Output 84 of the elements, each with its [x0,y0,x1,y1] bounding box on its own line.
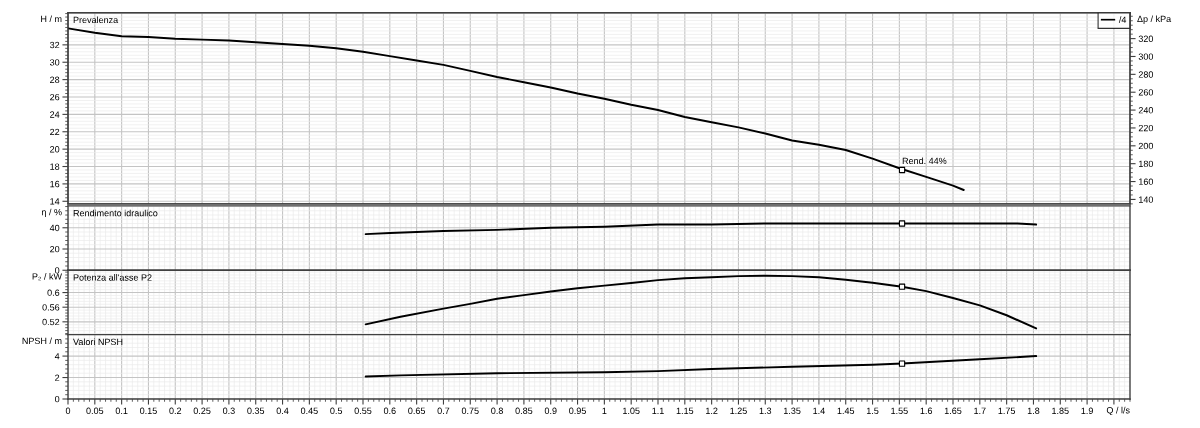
y2-tick-label: 280 [1138,71,1154,78]
y-axis-title: P₂ / kW [32,273,62,281]
x-tick-label: 0.35 [247,407,265,414]
y-tick-label: 32 [49,41,60,49]
y-tick-label: 30 [49,59,60,66]
y-tick-label: 24 [50,111,60,118]
x-tick-label: 0.7 [437,407,450,414]
y2-tick-label: 160 [1139,178,1154,185]
x-tick-label: 0.85 [515,407,533,414]
y-tick-label: 20 [50,245,60,253]
x-tick-label: 0.95 [569,407,586,414]
x-axis-title: Q / l/s [1106,406,1130,416]
y-tick-label: 2 [55,374,60,381]
x-tick-label: 1.5 [866,407,879,414]
chart-title: Rendimento idraulico [73,209,158,217]
x-tick-label: 1 [602,407,607,414]
x-tick-label: 0.3 [222,407,235,414]
x-tick-label: 1.7 [974,407,986,414]
x-tick-label: 1.35 [783,407,801,414]
x-tick-label: 0 [65,407,71,414]
y-tick-label: 28 [50,76,60,83]
x-tick-label: 0.6 [383,407,396,414]
y-tick-label: 26 [50,93,60,101]
x-tick-label: 1.6 [920,407,933,414]
x-tick-label: 1.3 [759,407,772,414]
x-tick-label: 0.5 [330,407,343,414]
y2-tick-label: 300 [1138,53,1154,60]
x-tick-label: 0.65 [408,407,426,414]
y2-tick-label: 260 [1138,89,1154,96]
annotation: Rend. 44% [902,157,947,165]
chart-title: Valori NPSH [73,338,123,346]
x-tick-label: 0.75 [461,407,479,414]
chart-title: Potenza all'asse P2 [73,274,152,281]
x-tick-label: 0.15 [140,407,157,414]
x-tick-label: 1.1 [652,407,664,414]
x-tick-label: 0.25 [193,407,211,414]
y-tick-label: 4 [54,353,60,360]
y-tick-label: 20 [50,146,60,153]
line-series [364,355,1038,378]
x-tick-label: 1.05 [623,407,640,414]
x-tick-label: 0.2 [169,407,182,414]
y-tick-label: 16 [50,180,60,188]
x-tick-label: 1.25 [730,407,747,414]
x-tick-label: 0.9 [544,407,557,414]
x-tick-label: 1.65 [944,407,962,414]
x-tick-label: 1.4 [813,407,825,414]
y2-tick-label: 240 [1138,107,1154,114]
y-tick-label: 14 [50,198,60,205]
legend-label: /4 [1118,16,1127,23]
line-series [364,274,1038,330]
x-tick-label: 0.8 [491,407,503,414]
y-axis-title: H / m [41,15,62,23]
x-tick-label: 1.55 [891,407,908,414]
y-tick-label: 0 [55,395,60,403]
y2-tick-label: 220 [1138,124,1154,132]
x-tick-label: 0.55 [354,407,372,414]
y-tick-label: 18 [50,163,60,170]
y2-tick-label: 320 [1138,35,1154,42]
y-axis-title: η / % [41,208,62,218]
x-tick-label: 1.8 [1027,407,1040,414]
x-tick-label: 0.1 [115,407,128,414]
x-tick-label: 1.9 [1081,407,1093,414]
line-series [364,222,1038,236]
x-tick-label: 0.45 [300,407,318,414]
chart-title: Prevalenza [73,16,119,24]
y2-tick-label: 200 [1138,142,1154,150]
x-tick-label: 1.45 [837,407,855,414]
x-tick-label: 1.85 [1052,407,1069,414]
x-tick-label: 1.15 [676,407,694,414]
y-axis-title: NPSH / m [22,337,62,345]
y-tick-label: 0.6 [47,289,60,296]
x-tick-label: 1.75 [998,407,1016,414]
x-tick-label: 0.4 [276,407,289,414]
y2-tick-label: 180 [1139,160,1154,168]
y-tick-label: 22 [50,128,60,136]
y-tick-label: 40 [49,224,60,232]
y-tick-label: 0.56 [42,304,60,311]
x-tick-label: 0.05 [86,407,104,414]
y-tick-label: 0.52 [42,318,60,326]
y-tick-label: 0 [55,267,60,274]
line-series [68,27,965,191]
y2-axis-title: Δp / kPa [1137,15,1172,24]
x-tick-label: 1.2 [706,407,718,414]
y2-tick-label: 140 [1139,196,1154,203]
